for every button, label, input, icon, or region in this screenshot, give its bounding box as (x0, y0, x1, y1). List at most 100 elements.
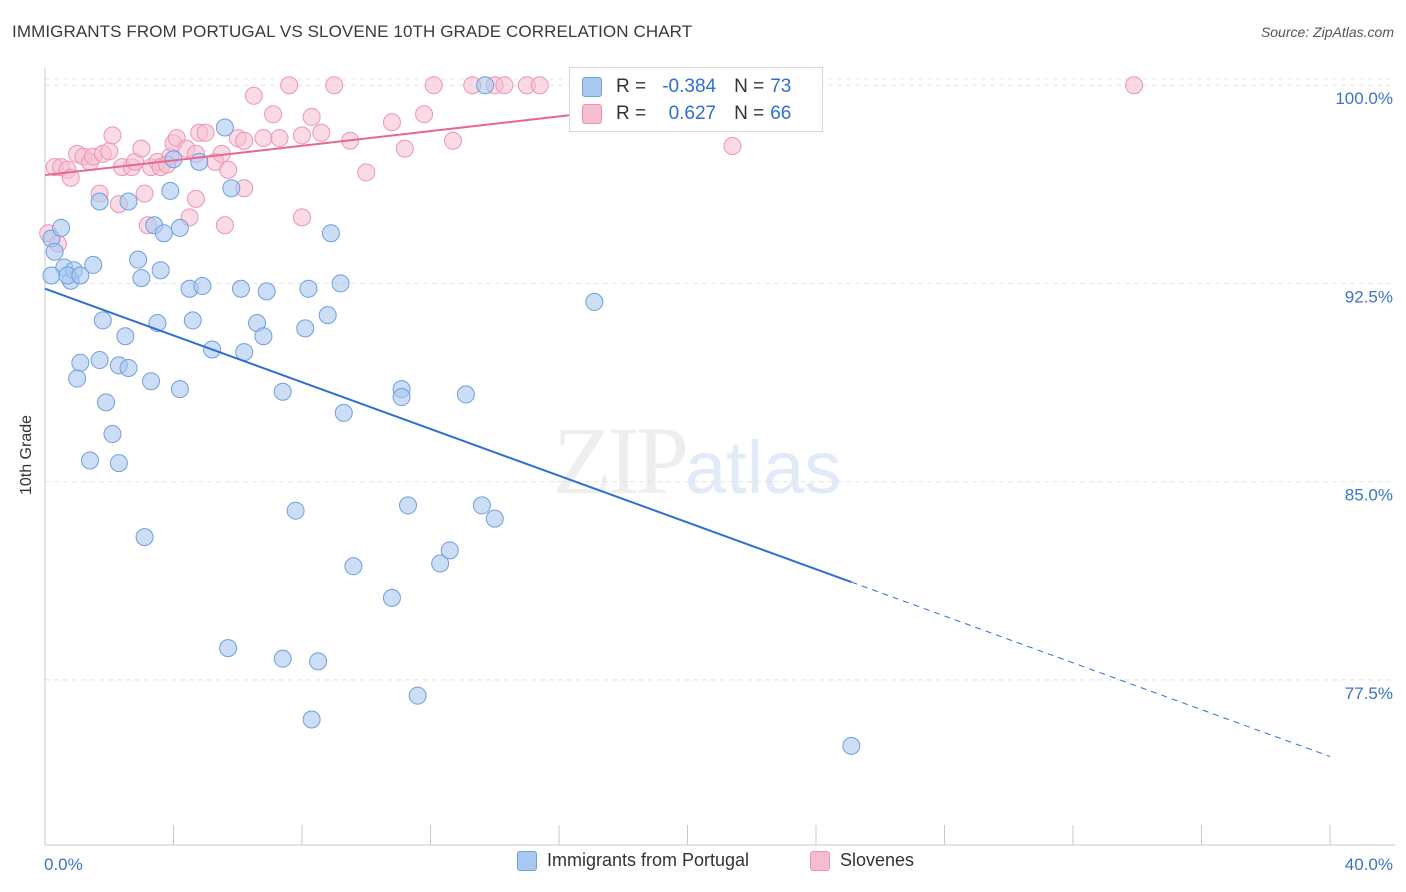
data-point-slovenes (254, 129, 273, 148)
legend-item-portugal[interactable]: Immigrants from Portugal (517, 850, 749, 871)
x-tick-label: 40.0% (1345, 855, 1393, 874)
data-point-portugal (154, 224, 173, 243)
data-point-slovenes (382, 113, 401, 132)
r-value-slovenes: 0.627 (668, 103, 717, 124)
stats-swatch-portugal (582, 77, 602, 97)
data-point-portugal (219, 639, 238, 658)
data-point-slovenes (219, 160, 238, 179)
data-point-slovenes (424, 76, 443, 95)
legend: Immigrants from Portugal Slovenes (0, 850, 1406, 880)
data-point-portugal (52, 218, 71, 237)
data-point-portugal (302, 710, 321, 729)
data-point-portugal (431, 554, 450, 573)
trend-line-portugal (44, 287, 852, 583)
data-point-portugal (331, 274, 350, 293)
data-point-portugal (170, 380, 189, 399)
data-point-portugal (71, 353, 90, 372)
data-point-slovenes (293, 126, 311, 145)
data-point-portugal (321, 224, 340, 243)
data-point-portugal (193, 277, 212, 296)
data-point-portugal (257, 282, 276, 301)
data-point-portugal (71, 266, 90, 285)
data-point-portugal (45, 242, 64, 261)
data-point-portugal (318, 306, 337, 325)
y-tick-label: 85.0% (1345, 486, 1393, 505)
data-point-portugal (585, 292, 604, 311)
data-point-slovenes (100, 142, 119, 161)
data-point-slovenes (196, 123, 215, 142)
data-point-slovenes (215, 216, 234, 235)
data-point-portugal (132, 269, 151, 288)
data-point-portugal (42, 266, 61, 285)
data-point-portugal (151, 261, 170, 280)
data-point-slovenes (415, 105, 434, 124)
data-point-portugal (254, 327, 273, 346)
data-point-portugal (299, 279, 318, 298)
data-point-portugal (485, 509, 504, 528)
data-point-portugal (222, 179, 241, 198)
n-label: N = (734, 76, 765, 97)
data-point-slovenes (723, 136, 742, 155)
data-point-slovenes (132, 139, 151, 158)
data-point-portugal (296, 319, 315, 338)
r-label: R = (616, 103, 647, 124)
legend-item-slovenes[interactable]: Slovenes (810, 850, 914, 871)
data-point-portugal (309, 652, 328, 671)
watermark-zip: ZIP (553, 407, 689, 514)
data-point-slovenes (302, 107, 321, 126)
data-point-slovenes (135, 184, 154, 203)
data-point-portugal (392, 388, 411, 407)
data-point-slovenes (357, 163, 376, 182)
data-point-portugal (119, 192, 138, 211)
data-point-slovenes (280, 76, 299, 95)
data-point-portugal (142, 372, 161, 391)
data-point-portugal (103, 425, 122, 444)
chart-title: IMMIGRANTS FROM PORTUGAL VS SLOVENE 10TH… (12, 22, 693, 41)
data-point-portugal (456, 385, 475, 404)
data-point-portugal (84, 255, 103, 274)
data-point-portugal (842, 736, 861, 755)
data-point-portugal (399, 496, 418, 515)
data-point-portugal (80, 451, 99, 470)
data-point-portugal (231, 279, 250, 298)
data-point-portugal (97, 393, 116, 412)
data-point-slovenes (270, 129, 289, 148)
data-point-portugal (93, 311, 112, 330)
data-point-slovenes (312, 123, 331, 142)
legend-label-portugal: Immigrants from Portugal (547, 850, 750, 870)
trend-line-portugal-extrapolated (851, 581, 1331, 757)
data-point-slovenes (530, 76, 549, 95)
data-point-slovenes (495, 76, 514, 95)
data-point-slovenes (293, 208, 311, 227)
legend-swatch-portugal (517, 850, 537, 871)
data-point-portugal (161, 181, 180, 200)
data-point-slovenes (395, 139, 414, 158)
data-point-slovenes (103, 126, 122, 145)
data-point-portugal (472, 496, 491, 515)
gridlines (45, 78, 1395, 681)
data-point-portugal (440, 541, 459, 560)
data-point-portugal (273, 649, 292, 668)
data-point-portugal (215, 118, 234, 137)
data-point-portugal (382, 588, 401, 607)
r-label: R = (616, 76, 647, 97)
stats-row-slovenes: R = 0.627 N = 66 (582, 101, 791, 127)
data-point-portugal (119, 358, 138, 377)
data-point-portugal (90, 192, 109, 211)
y-tick-label: 100.0% (1335, 89, 1393, 108)
n-value-portugal: 73 (770, 76, 792, 97)
stats-row-portugal: R = -0.384 N = 73 (582, 74, 791, 100)
data-point-portugal (135, 528, 154, 547)
data-point-slovenes (264, 105, 283, 124)
data-point-slovenes (186, 189, 205, 208)
data-point-portugal (286, 501, 305, 520)
portugal-points (42, 76, 861, 755)
n-label: N = (734, 103, 765, 124)
data-point-slovenes (325, 76, 344, 95)
tick-labels: 77.5% 85.0% 92.5% 100.0% 0.0% 40.0% (44, 89, 1393, 874)
data-point-portugal (408, 686, 427, 705)
data-point-portugal (170, 218, 189, 237)
data-point-portugal (183, 311, 202, 330)
x-tick-label: 0.0% (44, 855, 83, 874)
